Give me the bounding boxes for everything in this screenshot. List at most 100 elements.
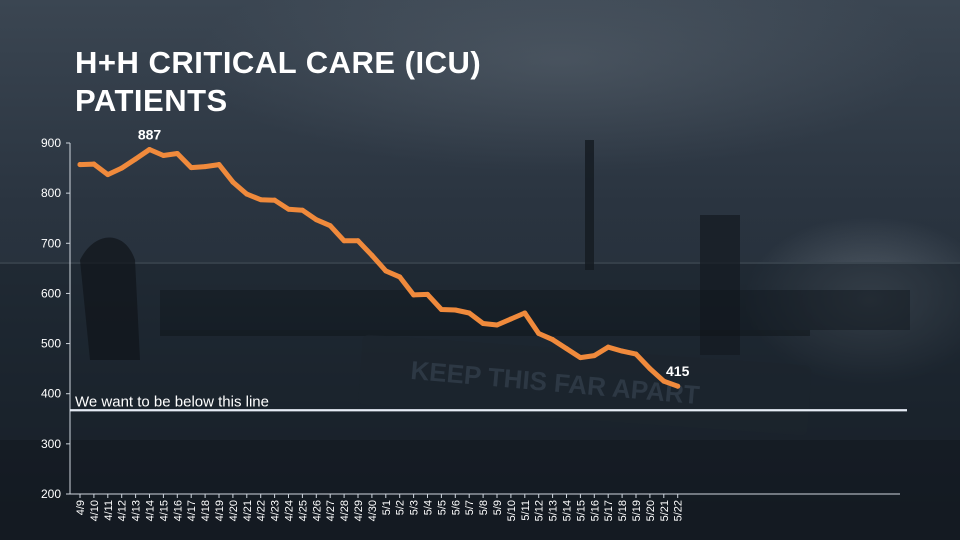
data-point (605, 344, 611, 350)
data-point (91, 161, 97, 167)
y-tick-label: 900 (41, 136, 61, 150)
y-axis: 200 300 400 500 600 700 800 900 (41, 136, 71, 501)
x-tick-label: 4/14 (145, 500, 157, 521)
x-tick-label: 4/18 (200, 500, 212, 521)
x-tick-label: 5/21 (659, 500, 671, 521)
y-tick-label: 300 (41, 437, 61, 451)
data-point (480, 321, 486, 327)
reference-line-group: We want to be below this line (70, 393, 907, 412)
data-point (452, 307, 458, 313)
x-tick-label: 4/15 (158, 500, 170, 521)
data-point (466, 310, 472, 316)
data-point (202, 164, 208, 170)
x-tick-label: 4/29 (353, 500, 365, 521)
x-tick-label: 5/14 (562, 500, 574, 521)
data-point (425, 291, 430, 297)
data-point (661, 378, 667, 384)
y-tick-label: 500 (41, 337, 61, 351)
data-label: 887 (138, 127, 162, 143)
x-tick-label: 4/25 (297, 500, 309, 521)
x-tick-label: 4/30 (367, 500, 379, 521)
y-tick-label: 800 (41, 186, 61, 200)
x-tick-label: 5/12 (534, 500, 546, 521)
data-point (119, 165, 125, 171)
y-tick-label: 700 (41, 236, 61, 250)
data-point (522, 310, 528, 316)
x-tick-label: 5/20 (645, 500, 657, 521)
data-point (147, 147, 152, 153)
x-tick-label: 4/16 (172, 500, 184, 521)
x-tick-label: 5/22 (673, 500, 685, 521)
x-tick-label: 4/22 (256, 500, 268, 521)
x-tick-label: 4/27 (325, 500, 337, 521)
data-point (577, 355, 583, 361)
x-tick-label: 4/12 (117, 500, 129, 521)
data-labels: 887 415 (138, 127, 690, 380)
x-tick-label: 5/5 (436, 500, 448, 515)
data-point (286, 206, 291, 212)
reference-line-label: We want to be below this line (75, 393, 269, 410)
y-tick-label: 200 (41, 487, 61, 501)
data-point (411, 292, 417, 298)
data-point (369, 252, 375, 258)
data-point (174, 151, 180, 157)
data-point (564, 346, 569, 352)
x-tick-label: 4/17 (186, 500, 198, 521)
x-tick-label: 5/3 (409, 500, 421, 515)
data-point (160, 153, 166, 159)
x-tick-label: 5/6 (450, 500, 462, 515)
y-tick-label: 600 (41, 286, 61, 300)
x-tick-label: 4/21 (242, 500, 254, 521)
x-tick-label: 4/24 (284, 500, 296, 521)
data-point (299, 207, 305, 213)
x-tick-label: 4/28 (339, 500, 351, 521)
data-point (77, 162, 83, 168)
data-point (647, 366, 653, 372)
x-tick-label: 4/19 (214, 500, 226, 521)
data-point (591, 353, 597, 359)
x-tick-label: 4/26 (311, 500, 323, 521)
x-tick-label: 4/20 (228, 500, 240, 521)
x-axis: 4/9 4/10 4/11 4/12 4/13 4/14 4/15 4/16 4/17 4/18 4… (70, 493, 900, 521)
x-tick-label: 5/7 (464, 500, 476, 515)
data-point (327, 223, 333, 229)
series-group (77, 147, 681, 389)
data-point (619, 348, 625, 354)
slide-title: H+H CRITICAL CARE (ICU) PATIENTS (75, 44, 481, 120)
x-tick-label: 5/8 (478, 500, 490, 515)
series-line (77, 147, 681, 389)
x-tick-label: 5/1 (381, 500, 393, 515)
x-tick-label: 5/17 (603, 500, 615, 521)
x-tick-label: 4/9 (75, 500, 87, 515)
x-tick-label: 4/23 (270, 500, 282, 521)
data-point (105, 172, 111, 178)
y-tick-label: 400 (41, 387, 61, 401)
x-tick-label: 5/10 (506, 500, 518, 521)
data-point (313, 217, 319, 223)
data-point (341, 238, 347, 244)
data-point (383, 268, 389, 274)
data-point (438, 306, 444, 312)
x-tick-label: 4/13 (131, 500, 143, 521)
x-tick-label: 5/4 (423, 500, 435, 515)
x-tick-label: 5/15 (575, 500, 587, 521)
data-point (494, 322, 500, 328)
data-point (536, 331, 542, 337)
data-point (216, 162, 222, 168)
x-tick-label: 4/10 (89, 500, 101, 521)
data-point (355, 238, 361, 244)
data-point (230, 179, 236, 185)
x-tick-label: 5/9 (492, 500, 504, 515)
data-point (675, 383, 681, 389)
data-point (133, 156, 139, 162)
slide-title-line-2: PATIENTS (75, 83, 228, 118)
data-label: 415 (666, 363, 690, 379)
x-tick-label: 5/16 (589, 500, 601, 521)
data-point (244, 191, 250, 197)
data-point (272, 197, 278, 203)
data-point (258, 197, 264, 203)
data-point (508, 316, 514, 322)
data-point (633, 351, 639, 357)
